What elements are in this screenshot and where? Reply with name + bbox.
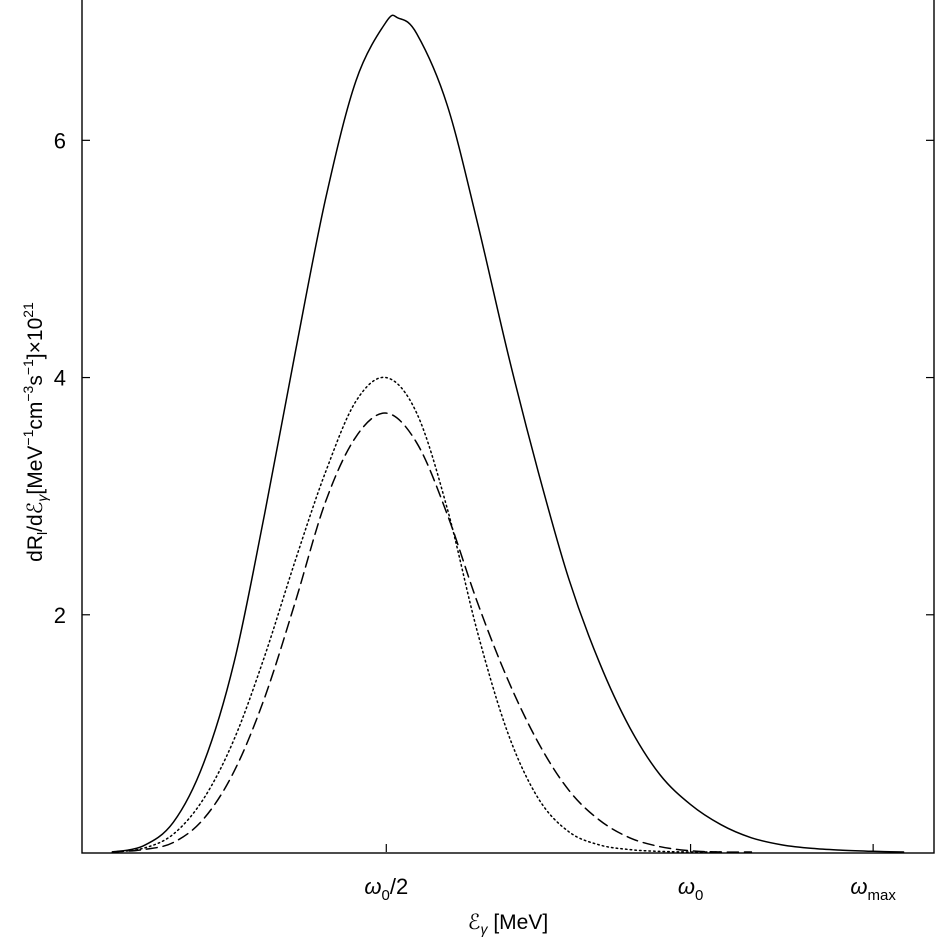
- x-axis-title: ℰγ [MeV]: [468, 911, 548, 937]
- y-tick-label-2: 2: [54, 603, 66, 628]
- axis-ticks: 2 4 6 ω0/2 ω0 ωmax: [54, 128, 934, 904]
- plot-area: [111, 14, 905, 853]
- x-tick-label-1: ω0: [678, 874, 703, 904]
- y-axis-title: dRl/dℰγ[MeV−1cm−3s−1]×1021: [20, 302, 50, 562]
- x-tick-label-2: ωmax: [850, 874, 896, 904]
- series-line-solid: [111, 14, 905, 853]
- y-tick-label-6: 6: [54, 128, 66, 153]
- x-tick-label-0: ω0/2: [364, 874, 408, 904]
- series-line-dotted: [111, 376, 722, 853]
- y-tick-label-4: 4: [54, 366, 66, 391]
- plot-frame: [81, 0, 935, 854]
- series-line-dashed: [111, 412, 753, 853]
